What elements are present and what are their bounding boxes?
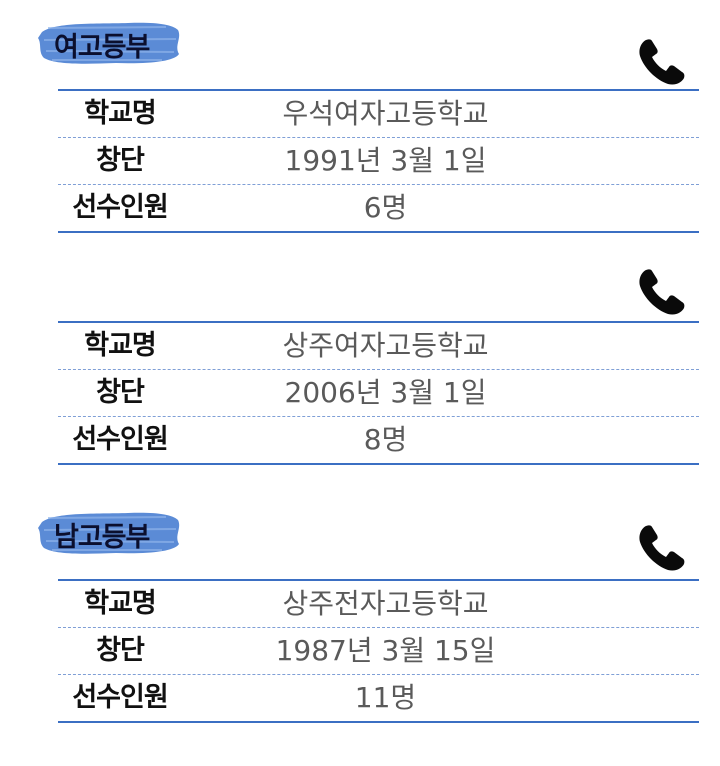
row-value: 1987년 3월 15일 — [275, 634, 496, 667]
school-section-1: 여고등부 학교명 우석여자고등학교 창단 1991년 3월 1일 선수인원 6명 — [0, 18, 720, 233]
row-label: 학교명 — [84, 330, 157, 361]
info-table: 학교명 상주전자고등학교 창단 1987년 3월 15일 선수인원 11명 — [58, 579, 699, 723]
table-row: 선수인원 6명 — [58, 185, 699, 231]
table-row: 창단 1987년 3월 15일 — [58, 628, 699, 675]
row-value: 6명 — [363, 191, 408, 224]
info-table: 학교명 우석여자고등학교 창단 1991년 3월 1일 선수인원 6명 — [58, 89, 699, 233]
row-label: 학교명 — [84, 588, 157, 619]
row-label: 학교명 — [84, 98, 157, 129]
brush-stroke-icon — [38, 22, 180, 64]
row-value: 2006년 3월 1일 — [284, 376, 487, 409]
row-value: 상주여자고등학교 — [282, 329, 489, 362]
row-label: 선수인원 — [72, 424, 168, 455]
row-label: 선수인원 — [72, 192, 168, 223]
table-row: 학교명 우석여자고등학교 — [58, 91, 699, 138]
school-section-2: 학교명 상주여자고등학교 창단 2006년 3월 1일 선수인원 8명 — [0, 250, 720, 465]
row-value: 우석여자고등학교 — [282, 97, 489, 130]
row-label: 창단 — [96, 145, 145, 176]
school-section-3: 남고등부 학교명 상주전자고등학교 창단 1987년 3월 15일 선수인원 1… — [0, 508, 720, 723]
table-row: 선수인원 11명 — [58, 675, 699, 721]
row-value: 11명 — [354, 681, 417, 714]
table-row: 학교명 상주여자고등학교 — [58, 323, 699, 370]
phone-icon[interactable] — [636, 264, 690, 318]
row-label: 창단 — [96, 635, 145, 666]
table-row: 창단 2006년 3월 1일 — [58, 370, 699, 417]
category-badge-label: 남고등부 — [54, 522, 150, 553]
category-badge-label: 여고등부 — [54, 32, 150, 63]
phone-icon[interactable] — [636, 34, 690, 88]
table-row: 선수인원 8명 — [58, 417, 699, 463]
category-badge: 여고등부 — [36, 18, 182, 68]
row-label: 창단 — [96, 377, 145, 408]
info-table: 학교명 상주여자고등학교 창단 2006년 3월 1일 선수인원 8명 — [58, 321, 699, 465]
row-label: 선수인원 — [72, 682, 168, 713]
table-row: 학교명 상주전자고등학교 — [58, 581, 699, 628]
brush-stroke-icon — [38, 512, 180, 554]
table-row: 창단 1991년 3월 1일 — [58, 138, 699, 185]
row-value: 상주전자고등학교 — [282, 587, 489, 620]
category-badge: 남고등부 — [36, 508, 182, 558]
row-value: 8명 — [363, 423, 408, 456]
phone-icon[interactable] — [636, 520, 690, 574]
row-value: 1991년 3월 1일 — [284, 144, 487, 177]
